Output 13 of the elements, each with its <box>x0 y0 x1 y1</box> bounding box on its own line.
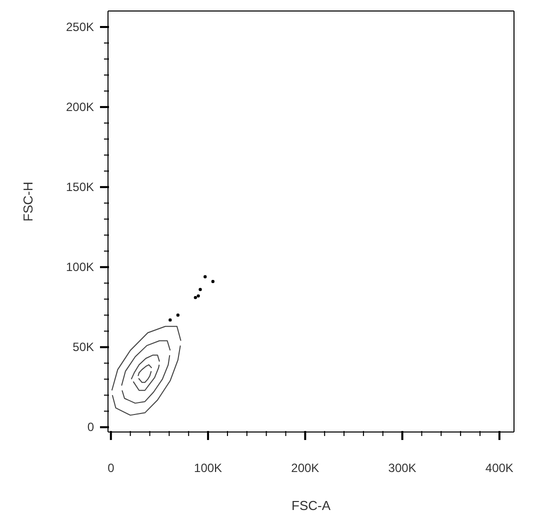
y-tick-label: 250K <box>66 20 94 34</box>
x-axis-title: FSC-A <box>292 498 331 513</box>
x-tick-label: 100K <box>194 461 222 475</box>
y-tick-label: 200K <box>66 100 94 114</box>
y-tick-label: 50K <box>72 340 94 354</box>
x-tick-label: 400K <box>485 461 514 475</box>
y-tick-label: 150K <box>66 180 94 194</box>
y-axis-title: FSC-H <box>20 182 36 222</box>
x-tick-label: 300K <box>388 461 416 475</box>
y-tick-label: 100K <box>66 260 94 274</box>
x-tick-label: 200K <box>291 461 320 475</box>
y-tick-label: 0 <box>87 420 94 434</box>
x-tick-label: 0 <box>108 461 115 475</box>
